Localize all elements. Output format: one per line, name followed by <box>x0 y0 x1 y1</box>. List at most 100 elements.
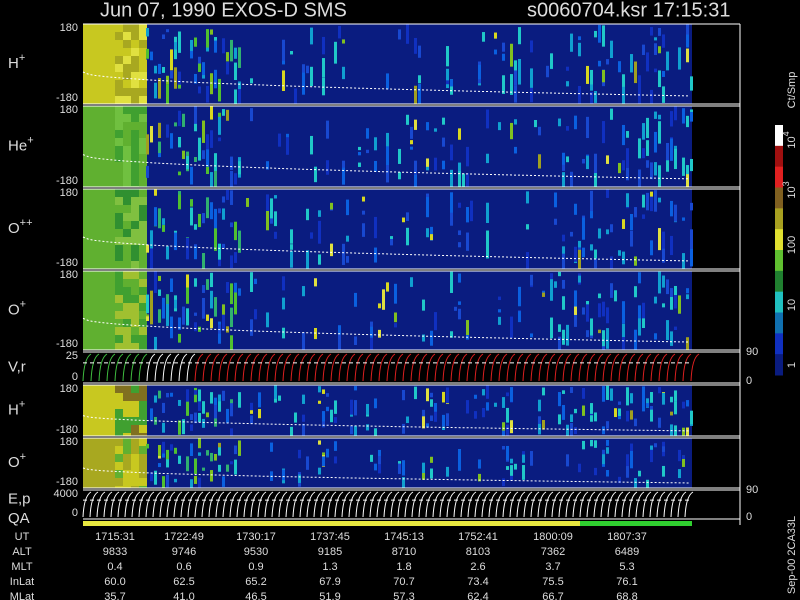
spectrogram-streak <box>414 386 417 400</box>
spectrogram-streak <box>430 392 433 398</box>
spectrogram-cell <box>91 311 99 319</box>
spectrogram-cell <box>123 393 131 401</box>
spectrogram-streak <box>646 140 649 156</box>
spectrogram-streak <box>206 197 209 219</box>
spectrogram-cell <box>131 409 139 417</box>
spectrogram-streak <box>434 402 437 417</box>
spectrogram-streak <box>234 459 237 475</box>
spectrogram-streak <box>682 217 685 221</box>
colorbar-segment <box>775 312 783 334</box>
spectrogram-streak <box>426 122 429 131</box>
spectrogram-streak <box>154 82 157 99</box>
spectrogram-streak <box>158 309 161 323</box>
spectrogram-streak <box>174 42 177 50</box>
row-value: 1722:49 <box>164 531 204 543</box>
spectrogram-cell <box>91 32 99 40</box>
row-value: 2.6 <box>470 561 485 573</box>
spectrogram-streak <box>570 414 573 423</box>
spectrogram-streak <box>574 115 577 124</box>
spectrogram-streak <box>486 230 489 241</box>
spectrogram-cell <box>123 229 131 237</box>
spectrogram-cell <box>139 279 147 287</box>
spectrogram-streak <box>194 157 197 163</box>
colorbar-tick: 10 <box>786 299 798 311</box>
spectrogram-streak <box>662 244 665 263</box>
spectrogram-streak <box>166 29 169 33</box>
spectrogram-streak <box>530 40 533 53</box>
spectrogram-streak <box>346 256 349 263</box>
spectrogram-streak <box>294 412 297 423</box>
spectrogram-cell <box>99 138 107 146</box>
spectrogram-cell <box>83 80 91 88</box>
spectrogram-streak <box>174 232 177 251</box>
spectrogram-streak <box>658 121 661 144</box>
spectrogram-cell <box>107 221 115 229</box>
spectrogram-cell <box>91 197 99 205</box>
spectrogram-streak <box>306 65 309 74</box>
spectrogram-streak <box>466 400 469 414</box>
spectrogram-cell <box>131 205 139 213</box>
spectrogram-cell <box>131 335 139 343</box>
spectrogram-streak <box>658 417 661 428</box>
spectrogram-cell <box>123 122 131 130</box>
spectrogram-streak <box>450 79 453 95</box>
spectrogram-streak <box>686 173 689 187</box>
spectrogram-cell <box>139 486 147 488</box>
spectrogram-streak <box>574 246 577 262</box>
spectrogram-streak <box>198 57 201 72</box>
spectrogram-streak <box>594 412 597 422</box>
spectrogram-streak <box>642 194 645 208</box>
spectrogram-streak <box>606 470 609 477</box>
spectrogram-cell <box>99 454 107 462</box>
spectrogram-streak <box>574 120 577 130</box>
spectrogram-cell <box>115 446 123 454</box>
panel: O++ 180 -180 <box>8 187 740 270</box>
velocity-trace <box>274 353 284 382</box>
spectrogram-streak <box>218 401 221 412</box>
spectrogram-cell <box>107 178 115 186</box>
spectrogram-streak <box>174 478 177 483</box>
spectrogram-cell <box>131 417 139 425</box>
spectrogram-cell <box>83 96 91 104</box>
spectrogram-streak <box>598 60 601 67</box>
spectrogram-cell <box>83 311 91 319</box>
spectrogram-cell <box>131 96 139 104</box>
spectrogram-cell <box>107 335 115 343</box>
spectrogram-cell <box>115 138 123 146</box>
axis-bottom-label: -180 <box>56 476 78 488</box>
spectrogram-cell <box>83 146 91 154</box>
spectrogram-streak <box>502 422 505 431</box>
spectrogram-streak <box>158 78 161 99</box>
spectrogram-cell <box>131 162 139 170</box>
spectrogram-streak <box>294 88 297 104</box>
spectrogram-streak <box>334 456 337 464</box>
spectrogram-streak <box>202 285 205 293</box>
spectrogram-streak <box>654 131 657 153</box>
spectrogram-cell <box>91 122 99 130</box>
spectrogram-cell <box>91 138 99 146</box>
spectrogram-streak <box>306 208 309 221</box>
spectrogram-cell <box>123 130 131 138</box>
spectrogram-cell <box>99 146 107 154</box>
spectrogram-cell <box>91 438 99 446</box>
spectrogram-cell <box>115 253 123 261</box>
colorbar-segment <box>775 229 783 251</box>
spectrogram-streak <box>210 29 213 35</box>
spectrogram-streak <box>302 423 305 436</box>
panel-label: O+ <box>8 298 26 318</box>
spectrogram-streak <box>510 420 513 434</box>
spectrogram-streak <box>370 321 373 327</box>
spectrogram-streak <box>146 443 149 449</box>
spectrogram-cell <box>83 279 91 287</box>
row-value: 3.7 <box>545 561 560 573</box>
spectrogram-streak <box>458 308 461 320</box>
spectrogram-cell <box>123 72 131 80</box>
spectrogram-streak <box>250 410 253 414</box>
spectrogram-cell <box>123 146 131 154</box>
spectrogram-streak <box>630 450 633 465</box>
spectrogram-cell <box>123 417 131 425</box>
spectrogram-cell <box>123 40 131 48</box>
spectrogram-streak <box>618 476 621 484</box>
spectrogram-streak <box>434 128 437 132</box>
